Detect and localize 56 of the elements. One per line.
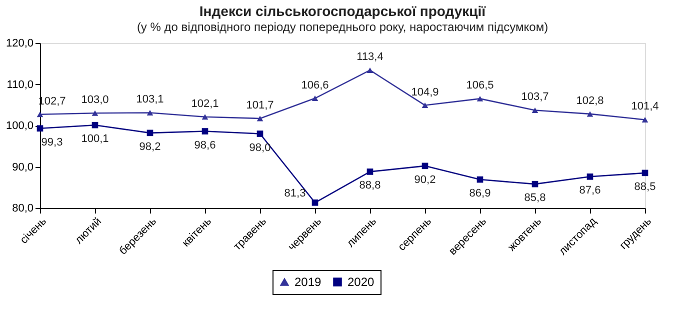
point [256,116,264,122]
chart-title: Індекси сільськогосподарської продукції [199,3,487,19]
data-label: 101,4 [631,100,659,113]
data-label: 102,1 [191,98,219,110]
point [476,176,484,183]
point [256,130,264,137]
point [532,108,538,113]
y-tick-label: 90,0 [12,161,34,174]
point [312,96,318,102]
data-label: 86,9 [469,188,491,200]
data-label: 88,5 [634,180,656,193]
point [586,173,594,180]
point [422,162,428,170]
data-label: 98,6 [194,139,216,152]
point [36,125,44,132]
point [202,128,208,134]
data-label: 106,5 [466,80,494,92]
point [586,111,594,117]
data-label: 81,3 [284,188,306,200]
point [202,114,208,120]
point [92,110,98,116]
point [36,112,44,118]
data-label: 103,1 [136,94,164,106]
point [476,96,484,102]
legend-label: 2020 [348,275,375,289]
data-label: 103,0 [81,94,109,106]
point [642,170,648,176]
data-label: 104,9 [411,86,439,98]
point [92,122,98,128]
data-label: 99,3 [41,136,63,148]
y-tick-label: 100,0 [6,120,34,132]
data-label: 98,2 [139,140,161,153]
data-label: 88,8 [359,180,381,192]
point [422,102,428,108]
data-label: 113,4 [356,51,384,64]
point [532,180,538,188]
chart-subtitle: (у % до відповідного періоду попереднього року, наростаючим підсумком) [136,20,548,34]
point [366,67,374,73]
point [642,116,648,122]
point [312,199,318,206]
data-label: 85,8 [524,192,546,204]
point [366,168,374,175]
point [146,130,154,136]
data-label: 90,2 [414,174,436,186]
data-label: 98,0 [249,142,271,154]
data-label: 101,7 [246,99,274,112]
point [146,110,154,116]
data-label: 87,6 [579,184,601,197]
y-tick-label: 110,0 [6,78,34,91]
data-label: 102,8 [576,94,604,107]
legend-label: 2019 [294,275,322,289]
data-label: 103,7 [521,91,549,104]
y-tick-label: 120,0 [6,38,34,50]
data-label: 100,1 [81,133,109,146]
data-label: 106,6 [301,79,329,92]
y-tick-label: 80,0 [12,202,34,214]
